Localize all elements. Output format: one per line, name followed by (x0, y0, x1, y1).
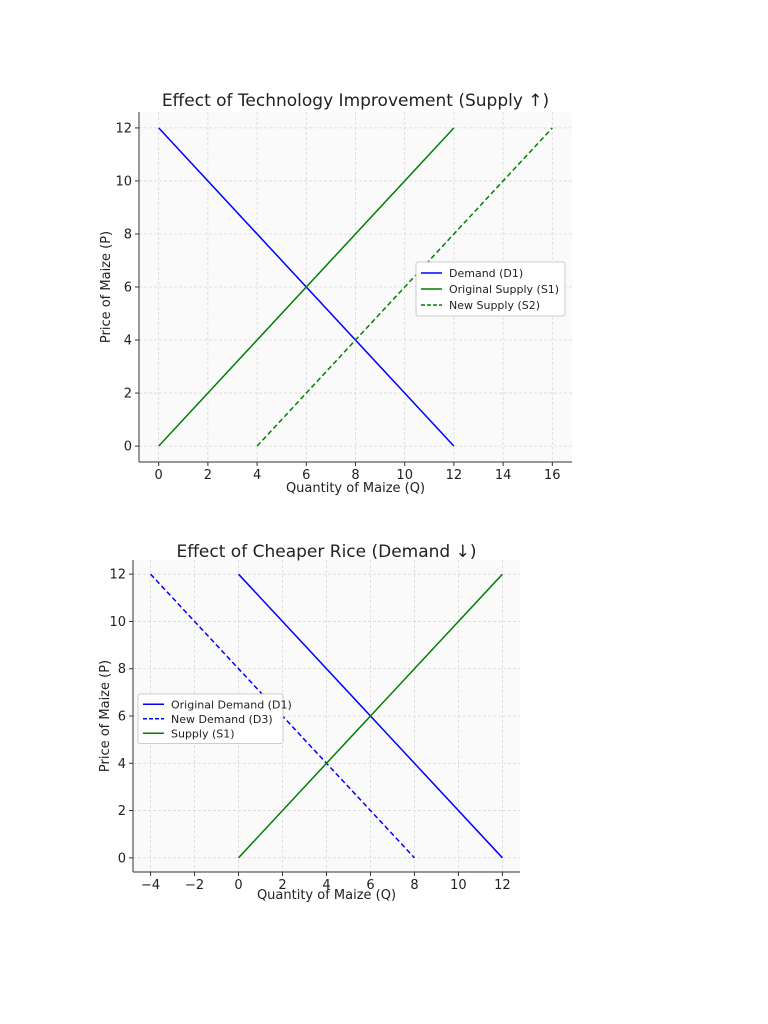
series-line-1 (158, 127, 455, 447)
chart-title: Effect of Cheaper Rice (Demand ↓) (176, 542, 476, 562)
chart-technology-improvement: 0 2 4 6 8 10 12 14 16 0 2 4 6 8 10 12 Effect of Technolo… (99, 91, 572, 496)
y-tick-label: 12 (115, 121, 132, 136)
chart-cheaper-rice: −4 −2 0 2 4 6 8 10 12 0 2 4 6 8 10 12 Effect of Cheaper … (98, 542, 520, 903)
x-tick-label: 0 (234, 878, 242, 893)
x-tick-label: 8 (410, 878, 418, 893)
y-tick-label: 2 (124, 387, 132, 402)
y-tick-label: 6 (118, 710, 126, 725)
legend-label-1: Original Supply (S1) (449, 283, 559, 296)
x-axis-label: Quantity of Maize (Q) (257, 888, 396, 903)
y-tick-label: 12 (109, 568, 126, 583)
x-tick-label: 6 (302, 468, 310, 483)
x-tick-label: 6 (366, 878, 374, 893)
x-tick-label: 4 (253, 468, 261, 483)
x-tick-label: 10 (450, 878, 467, 893)
y-tick-label: 8 (118, 662, 126, 677)
legend-box (137, 693, 284, 744)
x-tick-label: 16 (544, 468, 561, 483)
y-tick-label: 4 (118, 757, 126, 772)
y-tick-label: 8 (124, 227, 132, 242)
x-tick-label: 0 (155, 468, 163, 483)
y-tick-label: 2 (118, 804, 126, 819)
y-tick-label: 0 (118, 851, 126, 866)
x-tick-label: 12 (446, 468, 463, 483)
x-tick-label: 2 (204, 468, 212, 483)
y-tick-label: 6 (124, 281, 132, 296)
series-line-2 (256, 127, 553, 447)
y-axis-label: Price of Maize (P) (99, 231, 114, 343)
legend-label-2: Supply (S1) (171, 727, 235, 740)
x-tick-label: 10 (396, 468, 413, 483)
y-axis-label: Price of Maize (P) (98, 660, 113, 772)
y-tick-label: 10 (109, 615, 126, 630)
y-tick-label: 4 (124, 334, 132, 349)
x-tick-label: −2 (185, 878, 204, 893)
legend-label-0: Original Demand (D1) (171, 698, 292, 711)
x-tick-label: 12 (494, 878, 511, 893)
series-line-2 (237, 573, 503, 859)
legend-box (415, 261, 566, 317)
x-tick-label: 8 (351, 468, 359, 483)
legend-label-2: New Supply (S2) (449, 299, 540, 312)
y-tick-label: 10 (115, 174, 132, 189)
x-tick-label: 2 (278, 878, 286, 893)
y-tick-label: 0 (124, 440, 132, 455)
x-tick-label: 4 (322, 878, 330, 893)
x-axis-label: Quantity of Maize (Q) (286, 481, 425, 496)
legend-label-1: New Demand (D3) (171, 713, 273, 726)
x-tick-label: 14 (495, 468, 512, 483)
legend-label-0: Demand (D1) (449, 267, 523, 280)
x-tick-label: −4 (141, 878, 160, 893)
chart-title: Effect of Technology Improvement (Supply… (162, 91, 549, 111)
